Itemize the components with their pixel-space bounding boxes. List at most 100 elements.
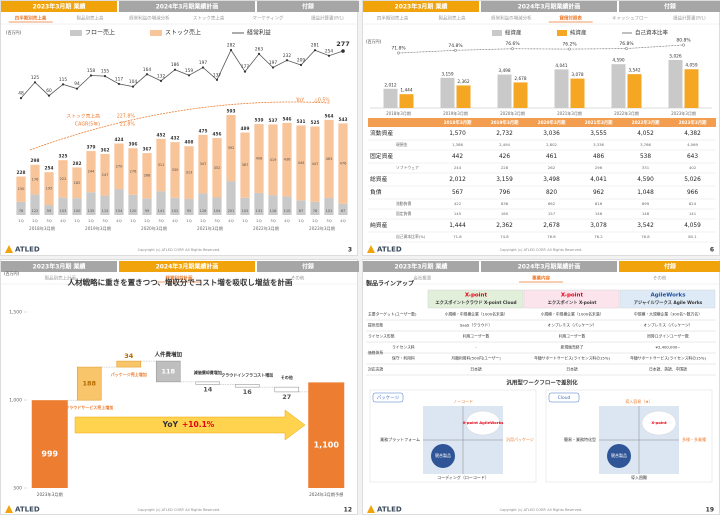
- stock-bar: [212, 138, 222, 198]
- copyright: Copyright (c) ATLED CORP. All Rights Res…: [138, 508, 221, 512]
- tab: [257, 261, 359, 272]
- logo-mark: [367, 245, 375, 253]
- copyright: Copyright (c) ATLED CORP. All Rights Res…: [500, 248, 583, 252]
- tab-label: 2023年3月期 業績: [395, 263, 448, 271]
- flow-bar: [268, 195, 278, 215]
- bar-label: 5,026: [669, 54, 682, 60]
- cell: 1,444: [449, 223, 466, 229]
- stock-bar: [198, 134, 208, 194]
- year-label: 2020年3月期: [141, 225, 167, 232]
- cell: 331: [642, 165, 650, 170]
- cell: 157: [548, 211, 556, 216]
- year-label: 2022年3月期: [253, 225, 279, 232]
- profit-marker: [117, 82, 121, 86]
- row-label: 自己資本比率(%): [396, 234, 426, 239]
- stock-label: 150: [18, 187, 26, 191]
- cell: 76.8: [641, 234, 650, 239]
- bar-label: 2,362: [457, 79, 470, 85]
- annotation: 227.8%: [117, 114, 136, 120]
- flow-bar: [310, 201, 320, 215]
- cell: 小規模・中規模企業（1000名未満）: [541, 312, 604, 317]
- subtab: 損益計算書(P/L): [673, 15, 706, 22]
- subtab: その他: [291, 275, 305, 282]
- stock-bar: [268, 124, 278, 196]
- profit-marker: [243, 70, 247, 73]
- profit-label: 155: [101, 69, 109, 75]
- x-tick-label: 4Q: [172, 218, 177, 223]
- total-label: 396: [129, 142, 138, 148]
- profit-marker: [187, 74, 191, 77]
- flow-bar: [170, 197, 180, 215]
- row-label: 固定負債: [396, 211, 411, 216]
- x-tick-label: 2019年3月期: [443, 110, 468, 116]
- ratio-marker: [568, 47, 571, 51]
- cell: -: [475, 345, 477, 350]
- profit-label: 254: [325, 48, 333, 54]
- profit-marker: [103, 75, 107, 78]
- cell: 4,590: [637, 177, 654, 183]
- bubble-label: 競合製品: [435, 452, 451, 458]
- bar: [668, 60, 683, 108]
- logo-mark: [5, 245, 13, 253]
- cell: 3,498: [543, 177, 560, 183]
- total-label: 298: [31, 158, 40, 164]
- cell: 2,678: [543, 223, 560, 229]
- category-label: クラウドサービス売上増加: [65, 404, 113, 410]
- x-tick-label: 3Q: [270, 218, 275, 223]
- flow-label: 131: [256, 209, 263, 213]
- x-tick-label: 1Q: [130, 218, 135, 223]
- profit-marker: [75, 87, 79, 90]
- cell: 816: [595, 201, 603, 206]
- y-axis-label: (百万円): [6, 30, 22, 35]
- profit-label: 137: [213, 72, 221, 78]
- flow-bar: [198, 193, 208, 215]
- ours-bubble: [641, 410, 677, 436]
- flow-bar: [72, 198, 82, 215]
- cell: 利用ユーザー数: [559, 334, 586, 339]
- x-tick-label: 2018年3月期: [386, 110, 411, 116]
- flow-label: 128: [200, 209, 208, 213]
- subtab: ストック売上高: [193, 15, 225, 22]
- cell: 966: [687, 190, 698, 196]
- bar: [440, 77, 455, 108]
- stock-label: 436: [284, 158, 292, 162]
- x-tick-label: 2Q: [200, 218, 205, 223]
- cell: 4,069: [687, 142, 698, 147]
- tab: [119, 1, 255, 12]
- cell: 年額サポートサービス(ライセンス料の15%): [534, 356, 610, 361]
- total-label: 254: [45, 166, 54, 172]
- x-tick-label: 2Q: [256, 218, 261, 223]
- cell: 76.2: [594, 234, 603, 239]
- bar: [554, 69, 569, 108]
- profit-label: 132: [157, 73, 165, 79]
- cell: 日本語: [566, 367, 578, 372]
- ratio-label: 71.8%: [391, 46, 406, 52]
- total-label: 456: [213, 132, 222, 138]
- value-label: 27: [282, 393, 291, 401]
- flow-bar: [100, 195, 110, 215]
- subtab: その他: [653, 275, 667, 282]
- profit-label: 60: [46, 88, 52, 94]
- bar: [627, 74, 642, 108]
- subtab: 経常利益の増減分析: [491, 15, 532, 22]
- profit-label: 282: [227, 43, 235, 49]
- flow-bar: [254, 192, 264, 215]
- legend-swatch: [70, 30, 82, 36]
- bar-label: 2,012: [384, 82, 397, 88]
- total-label: 282: [73, 161, 82, 167]
- subtab: キャッシュフロー: [612, 16, 648, 22]
- profit-label: 177: [241, 64, 249, 70]
- stock-label: 347: [200, 162, 207, 166]
- flow-bar: [44, 205, 54, 215]
- axis-label: 汎用パッケージ: [506, 436, 534, 442]
- tab-label: 2024年3月期業績計画: [156, 3, 219, 11]
- ratio-label: 76.6%: [505, 41, 520, 47]
- stock-bar: [254, 124, 264, 193]
- total-label: 531: [297, 119, 306, 125]
- axis-label: 導入容易（★）: [625, 398, 653, 404]
- x-tick-label: 3Q: [158, 218, 163, 223]
- ratio-line: [398, 44, 684, 54]
- flow-bar: [296, 200, 306, 215]
- cell: 160: [501, 211, 509, 216]
